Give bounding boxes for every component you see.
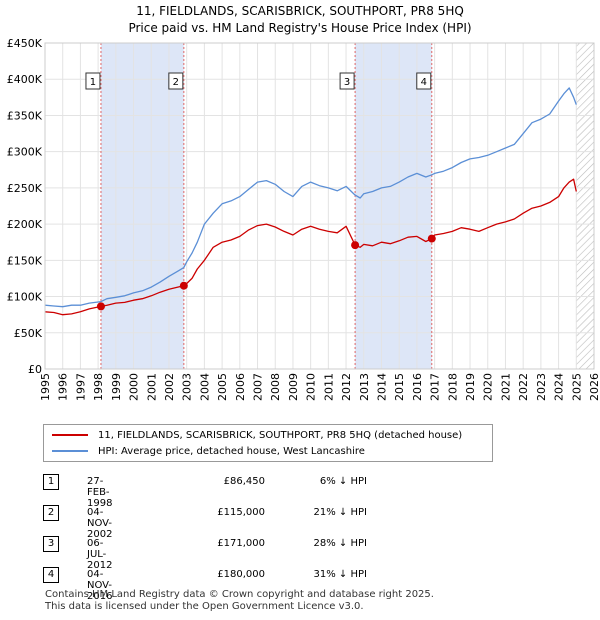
x-tick-label: 2023	[535, 373, 548, 401]
legend-item-hpi: HPI: Average price, detached house, West…	[52, 444, 365, 458]
sale-point	[179, 281, 188, 290]
sale-hpi-diff: 28% ↓ HPI	[313, 538, 367, 549]
x-tick-label: 1998	[92, 373, 105, 401]
footer-copyright: Contains HM Land Registry data © Crown c…	[45, 589, 434, 600]
y-tick-label: £100K	[7, 291, 43, 304]
x-tick-label: 2007	[252, 373, 265, 401]
hpi-line	[44, 87, 577, 308]
footer-license: This data is licensed under the Open Gov…	[45, 601, 364, 612]
x-tick-label: 2015	[393, 373, 406, 401]
x-tick-label: 2002	[163, 373, 176, 401]
sale-date: 04-NOV-2002	[87, 507, 113, 540]
x-tick-label: 2005	[216, 373, 229, 401]
y-tick-label: £50K	[14, 327, 43, 340]
x-tick-label: 2019	[464, 373, 477, 401]
legend-item-property: 11, FIELDLANDS, SCARISBRICK, SOUTHPORT, …	[52, 428, 462, 442]
y-tick-label: £300K	[7, 146, 43, 159]
shaded-period	[100, 43, 184, 369]
x-tick-label: 2014	[375, 373, 388, 401]
x-tick-label: 2013	[358, 373, 371, 401]
x-tick-label: 2001	[145, 373, 158, 401]
y-tick-label: £150K	[7, 254, 43, 267]
sale-number-badge: 2	[43, 505, 59, 521]
y-tick-label: £400K	[7, 73, 43, 86]
x-tick-label: 2009	[287, 373, 300, 401]
x-tick-label: 2011	[322, 373, 335, 401]
sale-label: 4	[421, 77, 427, 88]
footer-note: Contains HM Land Registry data © Crown c…	[45, 589, 434, 613]
price-chart: 1 2 3 4 £0 £50K £100K £150K £200K £250K £300K £350K…	[7, 37, 600, 401]
sale-date: 04-NOV-2016	[87, 569, 113, 602]
x-tick-label: 2018	[446, 373, 459, 401]
x-tick-label: 1999	[110, 373, 123, 401]
y-tick-label: £250K	[7, 182, 43, 195]
y-tick-label: £0	[28, 363, 42, 376]
x-tick-label: 2021	[499, 373, 512, 401]
sale-label-box	[85, 72, 101, 90]
y-tick-label: £450K	[7, 37, 43, 50]
shaded-period	[355, 43, 432, 369]
legend-hpi-label: HPI: Average price, detached house, West…	[98, 445, 365, 457]
forecast-hatch	[576, 43, 594, 369]
sale-point	[427, 234, 436, 243]
property-price-line	[44, 178, 577, 316]
sale-label-box	[339, 72, 355, 90]
sale-number-badge: 1	[43, 474, 59, 490]
x-tick-label: 1996	[57, 373, 70, 401]
x-tick-label: 2025	[570, 373, 583, 401]
sale-date: 06-JUL-2012	[87, 538, 113, 571]
sale-hpi-diff: 21% ↓ HPI	[313, 507, 367, 518]
x-tick-label: 2016	[411, 373, 424, 401]
plot-border	[44, 42, 595, 370]
x-tick-label: 2010	[305, 373, 318, 401]
sale-hpi-diff: 31% ↓ HPI	[313, 569, 367, 580]
sale-label-box	[168, 72, 184, 90]
x-tick-label: 2022	[517, 373, 530, 401]
sale-point	[351, 241, 360, 250]
y-tick-label: £200K	[7, 218, 43, 231]
x-tick-label: 1995	[39, 373, 52, 401]
sale-number-badge: 3	[43, 536, 59, 552]
x-tick-label: 2020	[482, 373, 495, 401]
sale-label: 1	[90, 77, 96, 88]
sale-price: £115,000	[217, 507, 265, 518]
x-tick-label: 2017	[429, 373, 442, 401]
sale-label-box	[416, 72, 432, 90]
sale-price: £171,000	[217, 538, 265, 549]
y-tick-label: £350K	[7, 109, 43, 122]
chart-title: 11, FIELDLANDS, SCARISBRICK, SOUTHPORT, …	[136, 4, 464, 18]
x-tick-label: 2004	[198, 373, 211, 401]
x-tick-label: 2012	[340, 373, 353, 401]
legend-hpi-line	[52, 450, 88, 452]
x-tick-label: 1997	[74, 373, 87, 401]
x-tick-label: 2026	[588, 373, 600, 401]
sale-point	[96, 302, 105, 311]
x-tick-label: 2003	[181, 373, 194, 401]
sale-price: £180,000	[217, 569, 265, 580]
legend-property-label: 11, FIELDLANDS, SCARISBRICK, SOUTHPORT, …	[98, 429, 463, 441]
sale-number-badge: 4	[43, 567, 59, 583]
legend-property-line	[52, 434, 88, 436]
sale-date: 27-FEB-1998	[87, 476, 113, 509]
x-tick-label: 2024	[553, 373, 566, 401]
x-tick-label: 2008	[269, 373, 282, 401]
x-tick-label: 2000	[128, 373, 141, 401]
x-tick-label: 2006	[234, 373, 247, 401]
sale-label: 3	[344, 77, 350, 88]
chart-legend: 11, FIELDLANDS, SCARISBRICK, SOUTHPORT, …	[43, 424, 493, 462]
sale-price: £86,450	[223, 476, 265, 487]
sale-label: 2	[173, 77, 179, 88]
chart-subtitle: Price paid vs. HM Land Registry's House …	[128, 21, 472, 35]
sale-hpi-diff: 6% ↓ HPI	[319, 476, 367, 487]
